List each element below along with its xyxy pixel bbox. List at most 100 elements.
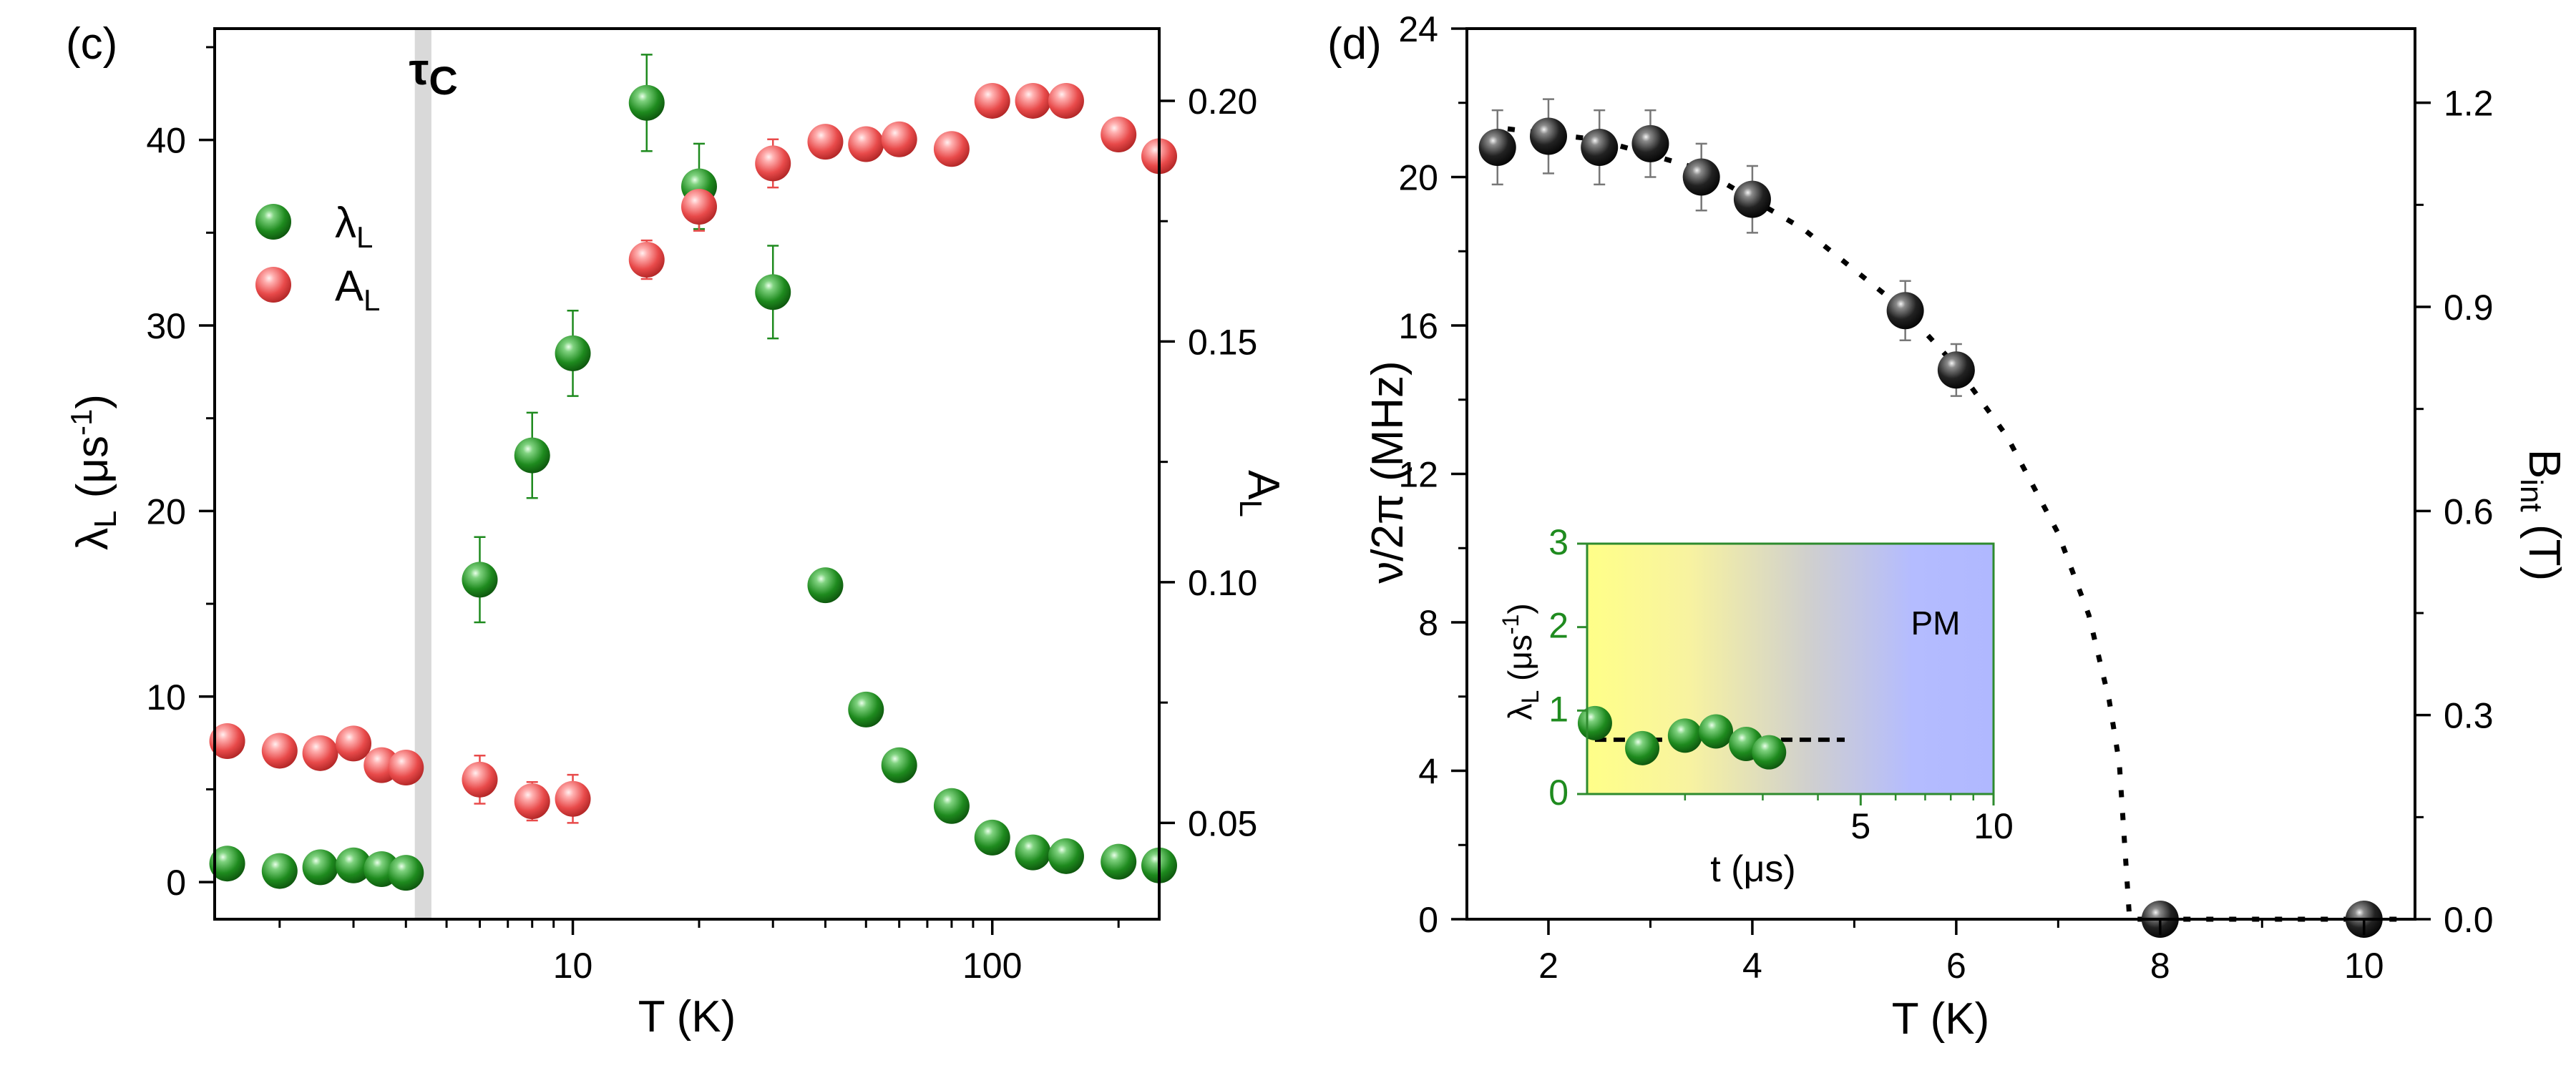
A_L-point	[261, 733, 298, 769]
inset-xlabel: t (μs)	[1710, 848, 1796, 890]
c-x-tick-label: 10	[553, 946, 593, 986]
d-yl-tick-label: 4	[1418, 752, 1438, 792]
d-yl-tick-label: 16	[1398, 306, 1438, 346]
inset-y-tick-label: 3	[1548, 522, 1568, 562]
inset-y-tick-label: 2	[1548, 606, 1568, 646]
A_L-point	[1015, 82, 1051, 119]
d-yl-tick-label: 24	[1398, 9, 1438, 49]
A_L-point	[514, 783, 550, 820]
ylabel-left-sub: L	[88, 511, 123, 528]
legend-A-sub: L	[364, 283, 380, 317]
d-yl-tick-label: 12	[1398, 455, 1438, 495]
panel-d-xlabel: T (K)	[1892, 994, 1990, 1044]
d-yr-tick-label: 0.9	[2444, 288, 2494, 328]
inset-lambda-point	[1667, 718, 1702, 753]
lambda_L-point	[209, 846, 245, 882]
panel-c-ticks: 10 100 0 10 20 30 40 0.05 0.10 0.15 0.20	[146, 46, 1257, 986]
c-yr-tick-label: 0.10	[1188, 563, 1257, 603]
inset-y-tick-label: 1	[1548, 689, 1568, 729]
lambda_L-point	[933, 788, 970, 824]
tc-label-symbol: τ	[409, 45, 429, 94]
panel-d-label: (d)	[1327, 19, 1382, 69]
lambda_L-point	[462, 562, 498, 598]
d-yl-tick-label: 8	[1418, 603, 1438, 643]
inset-chart: PM 5 10 0 1 2 3 t (μs) λL (μs-1)	[1498, 522, 2014, 890]
nu-point	[1529, 117, 1567, 155]
ylabel-left-close: )	[68, 394, 117, 409]
panel-c-points	[209, 82, 1177, 891]
A_L-point	[628, 242, 665, 278]
A_L-point	[848, 126, 884, 162]
nu-point	[1631, 124, 1669, 162]
d-yr-tick-label: 0.6	[2444, 491, 2494, 531]
d-yr-tick-label: 0.3	[2444, 696, 2494, 736]
legend-marker-lambda	[255, 204, 291, 240]
c-yl-tick-label: 20	[146, 491, 186, 531]
lambda_L-point	[807, 567, 844, 604]
ylabel-right-sub: L	[1233, 499, 1268, 516]
inset-lambda-point	[1625, 730, 1660, 765]
inset-ticks: 5 10 0 1 2 3	[1548, 522, 2014, 846]
panel-c-xlabel: T (K)	[638, 992, 736, 1042]
panel-d-ylabel-right: Bint (T)	[2514, 449, 2569, 581]
c-yl-tick-label: 40	[146, 121, 186, 161]
ylabel-right-main: A	[1239, 470, 1288, 500]
panel-d-ylabel-left: ν/2π (MHz)	[1363, 361, 1413, 583]
ylabel-left-rest: (μs	[68, 436, 117, 511]
legend-label-lambda: λL	[335, 199, 373, 254]
inset-ylabel-close: )	[1501, 603, 1538, 614]
inset-frame	[1586, 542, 1995, 795]
d-x-tick-label: 10	[2344, 946, 2384, 986]
panel-c-ylabel-left: λL (μs-1)	[64, 394, 123, 550]
legend: λL AL	[255, 199, 380, 317]
tc-label: τC	[409, 45, 458, 103]
c-x-tick-label: 100	[962, 946, 1022, 986]
lambda_L-point	[261, 853, 298, 889]
A_L-point	[974, 82, 1010, 119]
lambda_L-point	[1048, 838, 1084, 874]
lambda_L-point	[514, 437, 550, 474]
panel-d-points	[1478, 117, 2383, 938]
nu-point	[1581, 129, 1619, 166]
lambda_L-point	[755, 274, 791, 310]
A_L-point	[1101, 117, 1137, 153]
inset-ylabel-sup: -1	[1498, 614, 1523, 635]
panel-c: (c) τC 10 100 0 10 20 30 40 0.05 0.10 0.15 0.20 T …	[64, 19, 1288, 1042]
panel-c-label: (c)	[66, 19, 117, 69]
c-yr-tick-label: 0.15	[1188, 322, 1257, 362]
lambda_L-point	[555, 335, 591, 371]
A_L-point	[933, 131, 970, 167]
d-yr-tick-label: 0.0	[2444, 900, 2494, 940]
inset-x-tick-label: 10	[1974, 806, 2014, 846]
lambda_L-point	[881, 747, 917, 783]
d-yr-tick-label: 1.2	[2444, 84, 2494, 124]
ylabel-left-sup: -1	[64, 409, 98, 436]
A_L-point	[755, 145, 791, 182]
A_L-point	[555, 780, 591, 817]
nu-point	[1682, 158, 1720, 196]
ylabel-left-main: λ	[68, 528, 117, 550]
inset-lambda-point	[1752, 735, 1787, 770]
nu-point	[1478, 129, 1516, 166]
A_L-point	[881, 121, 917, 157]
inset-ylabel-main: λ	[1501, 704, 1538, 720]
lambda_L-point	[1015, 834, 1051, 871]
A_L-point	[209, 723, 245, 759]
inset-ylabel-sub: L	[1517, 690, 1544, 704]
d-yl-tick-label: 0	[1418, 900, 1438, 940]
legend-lambda-sub: L	[356, 220, 373, 254]
inset-lambda-point	[1699, 714, 1734, 749]
c-yl-tick-label: 10	[146, 677, 186, 717]
nu-point	[1937, 351, 1975, 389]
ylabel-d-right-sub: int	[2514, 479, 2549, 511]
A_L-point	[336, 725, 372, 762]
ylabel-d-right-main: B	[2519, 449, 2569, 479]
A_L-point	[807, 124, 844, 160]
A_L-point	[1048, 82, 1084, 119]
nu-point	[1886, 292, 1924, 330]
d-x-tick-label: 2	[1538, 946, 1558, 986]
ylabel-d-right-rest: (T)	[2519, 512, 2569, 581]
panel-c-frame	[213, 27, 1161, 921]
